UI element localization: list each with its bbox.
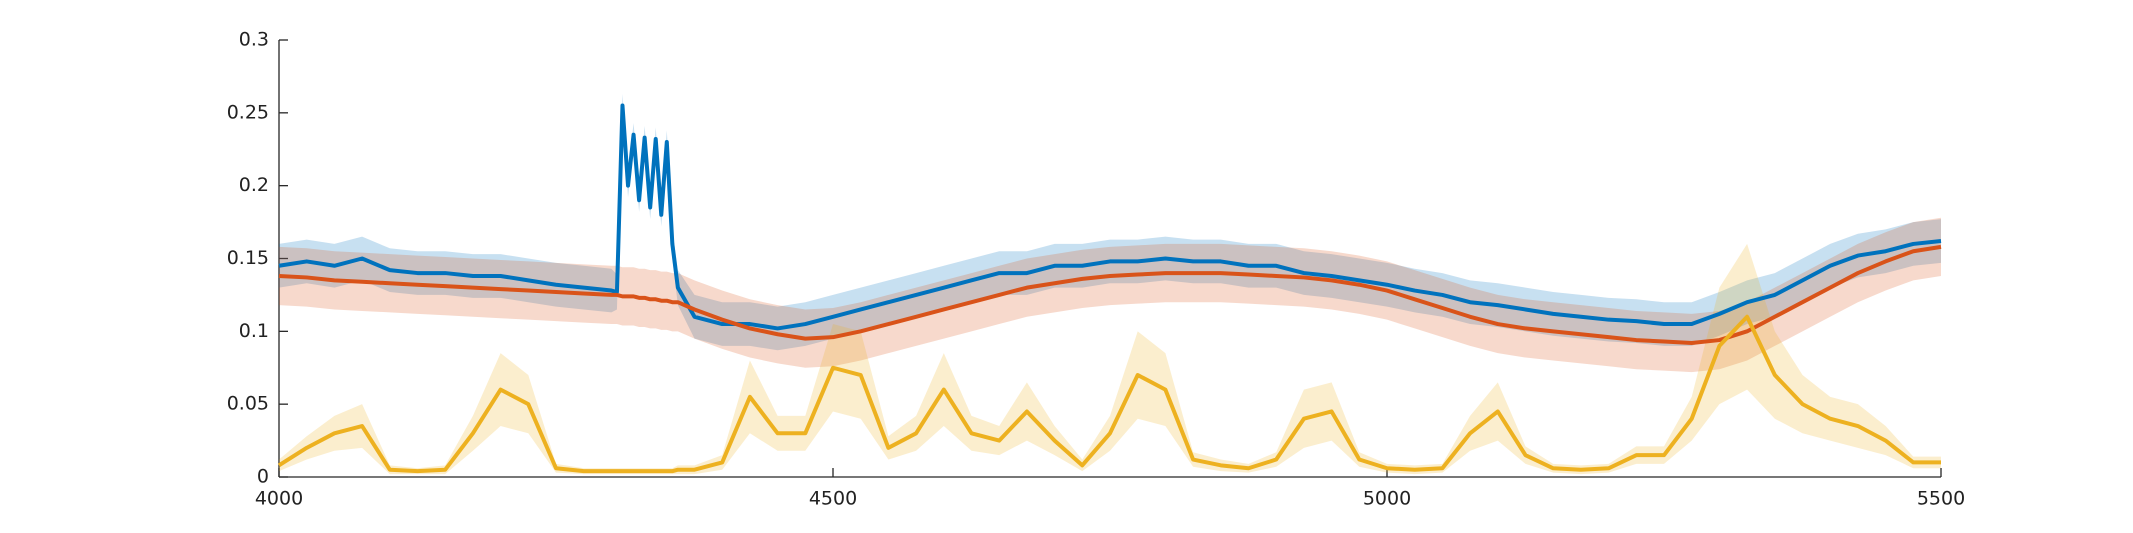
x-tick-label: 5500 bbox=[1917, 488, 1965, 510]
series-line bbox=[277, 314, 1941, 474]
y-tick-label: 0 bbox=[257, 466, 269, 488]
y-tick-label: 0.2 bbox=[239, 174, 269, 196]
series-line bbox=[278, 103, 1942, 331]
x-tick-label: 5000 bbox=[1363, 488, 1411, 510]
series-line bbox=[278, 244, 1942, 345]
y-tick-label: 0.3 bbox=[239, 29, 269, 51]
x-tick-label: 4000 bbox=[255, 488, 303, 510]
y-tick-label: 0.25 bbox=[227, 101, 269, 123]
y-tick-label: 0.05 bbox=[227, 393, 269, 415]
y-tick-label: 0.1 bbox=[239, 320, 269, 342]
error-band bbox=[279, 217, 1941, 373]
y-tick-label: 0.15 bbox=[227, 247, 269, 269]
x-tick-label: 4500 bbox=[809, 488, 857, 510]
error-band bbox=[279, 243, 1941, 475]
